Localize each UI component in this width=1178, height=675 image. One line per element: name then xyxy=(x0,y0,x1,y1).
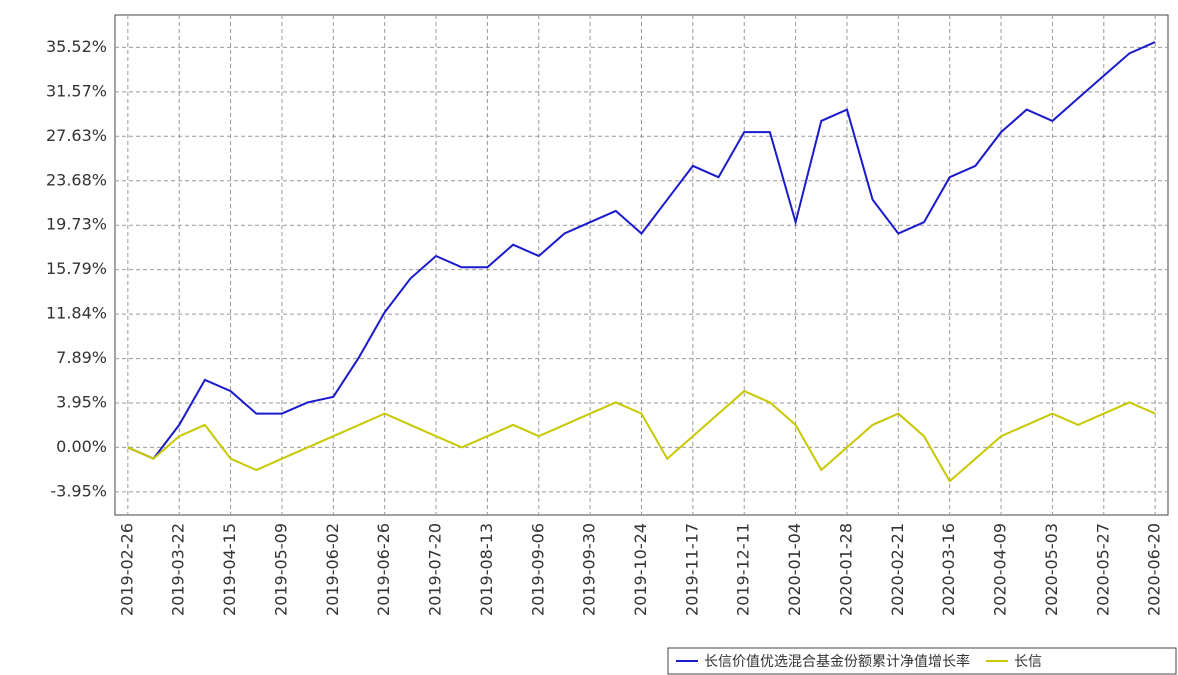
x-tick-label: 2019-06-02 xyxy=(323,523,342,616)
y-tick-label: 27.63% xyxy=(46,126,107,145)
x-tick-label: 2020-05-27 xyxy=(1093,523,1112,616)
x-tick-label: 2020-02-21 xyxy=(888,523,907,616)
y-tick-label: 0.00% xyxy=(56,437,107,456)
y-tick-label: 3.95% xyxy=(56,392,107,411)
y-tick-label: 35.52% xyxy=(46,37,107,56)
x-tick-label: 2019-04-15 xyxy=(220,523,239,616)
x-tick-label: 2019-08-13 xyxy=(477,523,496,616)
x-tick-label: 2020-06-20 xyxy=(1145,523,1164,616)
y-tick-label: -3.95% xyxy=(50,481,107,500)
x-tick-label: 2020-04-09 xyxy=(991,523,1010,616)
x-tick-label: 2019-02-26 xyxy=(117,523,136,616)
x-tick-label: 2019-07-20 xyxy=(426,523,445,616)
series-line xyxy=(127,41,1156,460)
y-tick-label: 15.79% xyxy=(46,259,107,278)
series-line xyxy=(127,389,1156,483)
x-tick-label: 2019-09-06 xyxy=(528,523,547,616)
x-tick-label: 2020-03-16 xyxy=(939,523,958,616)
x-tick-label: 2019-03-22 xyxy=(169,523,188,616)
legend-label: 长信价值优选混合基金份额累计净值增长率 xyxy=(704,653,970,670)
x-tick-label: 2019-05-09 xyxy=(271,523,290,616)
x-tick-label: 2019-11-17 xyxy=(682,523,701,616)
legend-label: 长信 xyxy=(1014,654,1042,670)
x-tick-label: 2020-01-04 xyxy=(785,523,804,616)
x-tick-label: 2019-12-11 xyxy=(734,523,753,616)
y-tick-label: 23.68% xyxy=(46,170,107,189)
x-tick-label: 2019-06-26 xyxy=(374,523,393,616)
legend-box xyxy=(667,647,1177,675)
y-tick-label: 19.73% xyxy=(46,215,107,234)
y-tick-label: 31.57% xyxy=(46,81,107,100)
y-tick-label: 11.84% xyxy=(46,304,107,323)
plot-area xyxy=(114,14,1169,516)
x-tick-label: 2020-05-03 xyxy=(1042,523,1061,616)
x-tick-label: 2020-01-28 xyxy=(836,523,855,616)
legend: 长信价值优选混合基金份额累计净值增长率 长信 xyxy=(667,647,1177,675)
x-tick-label: 2019-10-24 xyxy=(631,523,650,616)
x-tick-label: 2019-09-30 xyxy=(580,523,599,616)
y-tick-label: 7.89% xyxy=(56,348,107,367)
